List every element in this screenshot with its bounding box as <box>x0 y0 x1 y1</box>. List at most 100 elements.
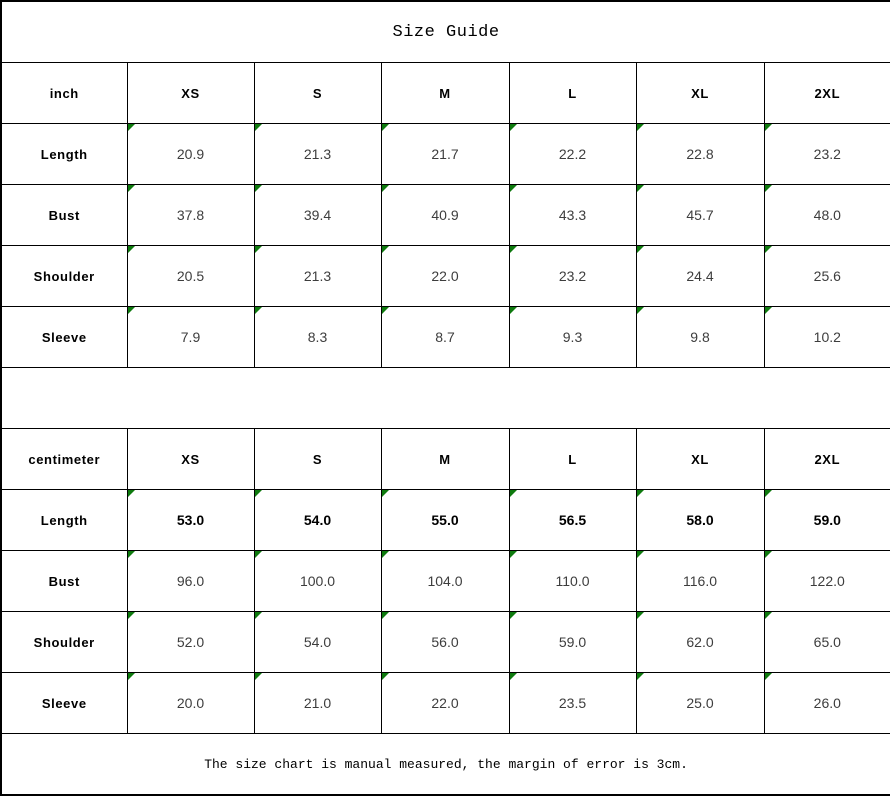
size-value-cell: 59.0 <box>508 611 637 673</box>
green-corner-flag-icon <box>128 551 135 558</box>
size-value-cell: 22.8 <box>635 123 765 185</box>
cell-value: 48.0 <box>813 207 841 223</box>
row-label-sleeve: Sleeve <box>0 306 128 368</box>
cell-value: 54.0 <box>303 512 332 528</box>
unit-header-inch: inch <box>0 62 128 124</box>
green-corner-flag-icon <box>510 246 517 253</box>
cell-value: 55.0 <box>431 512 459 528</box>
green-corner-flag-icon <box>765 246 772 253</box>
green-corner-flag-icon <box>255 490 262 497</box>
cell-value: 9.8 <box>690 329 710 345</box>
green-corner-flag-icon <box>255 307 262 314</box>
row-label-length: Length <box>0 489 128 551</box>
green-corner-flag-icon <box>637 490 644 497</box>
table-row: Bust 96.0 100.0 104.0 110.0 116.0 122.0 <box>0 550 890 612</box>
size-column-header-xl: XL <box>635 62 765 124</box>
cell-value: 110.0 <box>555 573 590 589</box>
green-corner-flag-icon <box>128 673 135 680</box>
cell-value: 40.9 <box>431 207 459 223</box>
size-value-cell: 24.4 <box>635 245 765 307</box>
green-corner-flag-icon <box>637 246 644 253</box>
cell-value: 23.5 <box>558 695 587 711</box>
cell-value: 116.0 <box>683 573 717 589</box>
cell-value: 45.7 <box>686 207 714 223</box>
size-value-cell: 23.2 <box>508 245 637 307</box>
cell-value: 58.0 <box>686 512 714 528</box>
green-corner-flag-icon <box>765 185 772 192</box>
green-corner-flag-icon <box>382 612 389 619</box>
green-corner-flag-icon <box>382 246 389 253</box>
row-label-bust: Bust <box>0 550 128 612</box>
size-value-cell: 52.0 <box>126 611 255 673</box>
table-row: centimeter XS S M L XL 2XL <box>0 428 890 490</box>
page-title: Size Guide <box>0 0 890 63</box>
cell-value: 25.6 <box>813 268 841 284</box>
size-value-cell: 21.3 <box>253 123 382 185</box>
green-corner-flag-icon <box>255 551 262 558</box>
size-value-cell: 21.0 <box>253 672 382 734</box>
size-value-cell: 122.0 <box>763 550 890 612</box>
size-column-header-l: L <box>508 62 637 124</box>
cell-value: 100.0 <box>299 573 336 589</box>
green-corner-flag-icon <box>255 124 262 131</box>
size-value-cell: 43.3 <box>508 184 637 246</box>
cell-value: 53.0 <box>176 512 205 528</box>
green-corner-flag-icon <box>765 673 772 680</box>
green-corner-flag-icon <box>765 612 772 619</box>
size-value-cell: 20.9 <box>126 123 255 185</box>
size-column-header-s: S <box>253 428 382 490</box>
size-value-cell: 7.9 <box>126 306 255 368</box>
size-value-cell: 104.0 <box>380 550 510 612</box>
cell-value: 56.5 <box>558 512 587 528</box>
green-corner-flag-icon <box>765 490 772 497</box>
size-value-cell: 21.3 <box>253 245 382 307</box>
row-label-length: Length <box>0 123 128 185</box>
table-row <box>0 367 890 429</box>
green-corner-flag-icon <box>382 673 389 680</box>
size-value-cell: 56.5 <box>508 489 637 551</box>
cell-value: 20.9 <box>176 146 205 162</box>
green-corner-flag-icon <box>637 612 644 619</box>
size-column-header-2xl: 2XL <box>763 428 890 490</box>
green-corner-flag-icon <box>128 185 135 192</box>
green-corner-flag-icon <box>128 307 135 314</box>
size-value-cell: 20.0 <box>126 672 255 734</box>
table-row: Sleeve 7.9 8.3 8.7 9.3 9.8 10.2 <box>0 306 890 368</box>
cell-value: 24.4 <box>686 268 714 284</box>
size-value-cell: 110.0 <box>508 550 637 612</box>
green-corner-flag-icon <box>382 551 389 558</box>
size-column-header-xs: XS <box>126 428 255 490</box>
footer-note: The size chart is manual measured, the m… <box>0 733 890 796</box>
size-value-cell: 39.4 <box>253 184 382 246</box>
green-corner-flag-icon <box>637 673 644 680</box>
size-value-cell: 62.0 <box>635 611 765 673</box>
green-corner-flag-icon <box>128 246 135 253</box>
cell-value: 9.3 <box>562 329 583 345</box>
green-corner-flag-icon <box>510 124 517 131</box>
green-corner-flag-icon <box>765 551 772 558</box>
table-row: Size Guide <box>0 0 890 63</box>
cell-value: 23.2 <box>558 268 587 284</box>
size-column-header-m: M <box>380 62 510 124</box>
table-row: The size chart is manual measured, the m… <box>0 733 890 796</box>
size-value-cell: 21.7 <box>380 123 510 185</box>
green-corner-flag-icon <box>510 551 517 558</box>
size-column-header-s: S <box>253 62 382 124</box>
green-corner-flag-icon <box>510 673 517 680</box>
size-value-cell: 54.0 <box>253 489 382 551</box>
size-column-header-l: L <box>508 428 637 490</box>
size-value-cell: 26.0 <box>763 672 890 734</box>
green-corner-flag-icon <box>510 612 517 619</box>
green-corner-flag-icon <box>255 612 262 619</box>
size-value-cell: 58.0 <box>635 489 765 551</box>
cell-value: 22.2 <box>558 146 587 162</box>
size-column-header-2xl: 2XL <box>763 62 890 124</box>
size-value-cell: 55.0 <box>380 489 510 551</box>
size-value-cell: 22.2 <box>508 123 637 185</box>
row-label-bust: Bust <box>0 184 128 246</box>
green-corner-flag-icon <box>382 307 389 314</box>
green-corner-flag-icon <box>128 124 135 131</box>
size-value-cell: 40.9 <box>380 184 510 246</box>
row-label-shoulder: Shoulder <box>0 245 128 307</box>
